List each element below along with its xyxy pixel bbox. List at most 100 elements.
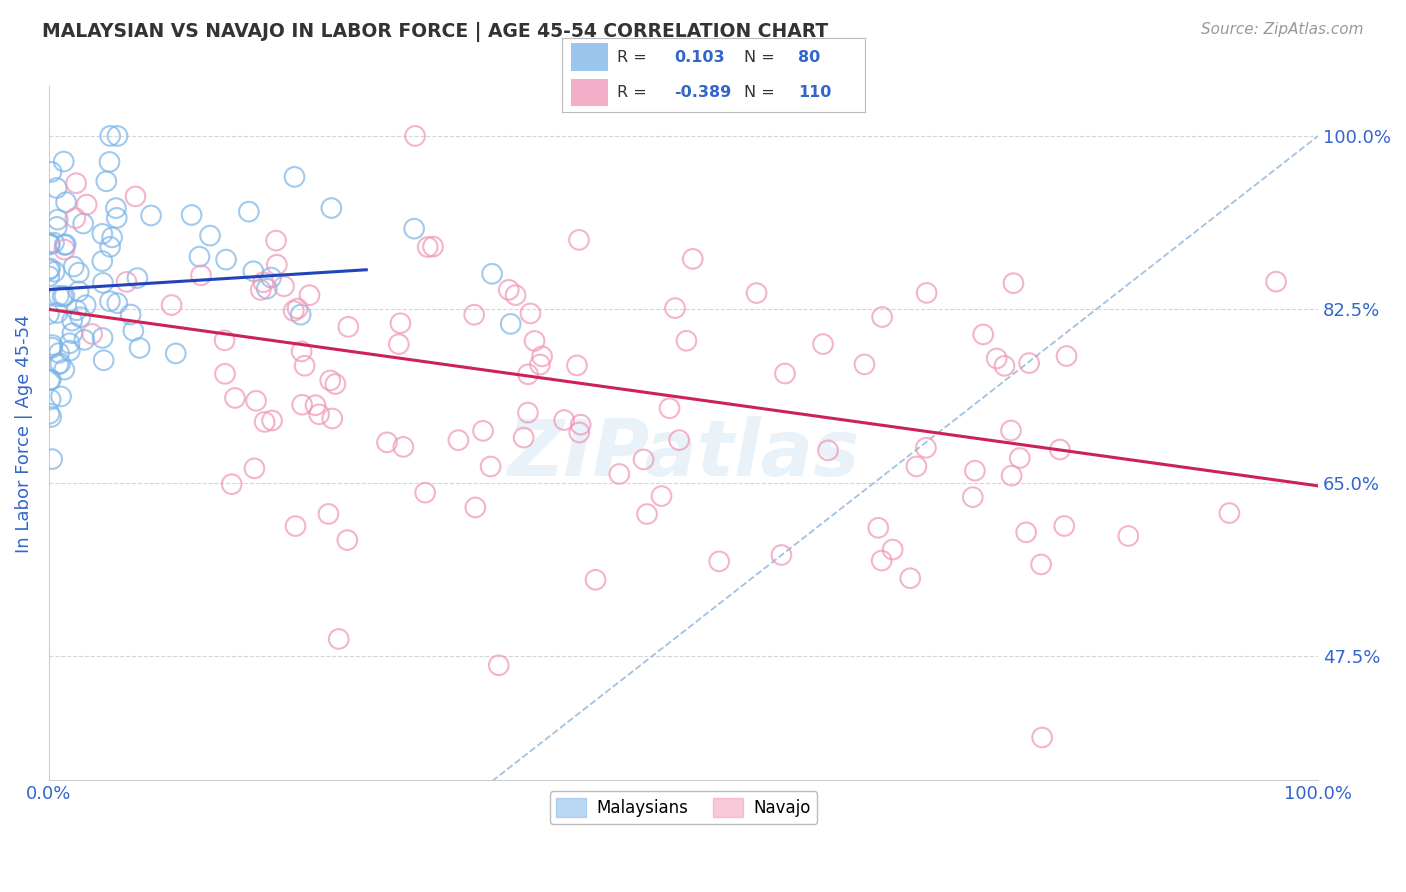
Point <box>516 405 538 419</box>
Point <box>388 337 411 351</box>
Point <box>1056 349 1078 363</box>
Text: 80: 80 <box>799 50 821 65</box>
Point <box>72 217 94 231</box>
Point <box>481 267 503 281</box>
Text: ZIPatlas: ZIPatlas <box>508 417 859 492</box>
Point <box>48 289 70 303</box>
Point <box>499 317 522 331</box>
Point <box>422 239 444 253</box>
Point <box>104 201 127 215</box>
Text: N =: N = <box>744 50 775 65</box>
Text: 110: 110 <box>799 85 831 100</box>
Point <box>260 413 283 427</box>
Point <box>416 240 439 254</box>
Point <box>98 294 121 309</box>
Point <box>139 209 162 223</box>
Point <box>38 236 60 251</box>
Y-axis label: In Labor Force | Age 45-54: In Labor Force | Age 45-54 <box>15 314 32 553</box>
Point <box>98 128 121 143</box>
Point <box>188 250 211 264</box>
Point <box>38 373 60 387</box>
Point <box>75 298 97 312</box>
Point <box>39 392 62 407</box>
Point <box>49 389 72 403</box>
Point <box>180 208 202 222</box>
Point <box>214 334 236 348</box>
Point <box>472 424 495 438</box>
Point <box>256 282 278 296</box>
Point <box>49 356 72 370</box>
Point <box>337 319 360 334</box>
Point <box>73 333 96 347</box>
Point <box>404 128 426 143</box>
Point <box>53 362 76 376</box>
Text: R =: R = <box>617 50 647 65</box>
Point <box>58 336 80 351</box>
Point <box>48 346 70 360</box>
Point <box>553 413 575 427</box>
Point <box>523 334 546 348</box>
Point <box>1218 506 1240 520</box>
Text: N =: N = <box>744 85 775 100</box>
Point <box>91 276 114 290</box>
Point <box>93 353 115 368</box>
Point <box>41 452 63 467</box>
Point <box>709 554 731 568</box>
Point <box>633 452 655 467</box>
Point <box>52 154 75 169</box>
Point <box>198 228 221 243</box>
Point <box>60 326 83 341</box>
Point <box>745 286 768 301</box>
Point <box>41 338 63 352</box>
Point <box>38 237 60 252</box>
Point <box>770 548 793 562</box>
Point <box>221 477 243 491</box>
Point <box>1000 468 1022 483</box>
Point <box>404 221 426 235</box>
Point <box>870 310 893 324</box>
Point <box>243 461 266 475</box>
Point <box>266 258 288 272</box>
Point <box>882 542 904 557</box>
Point <box>291 344 314 359</box>
Point <box>321 411 343 425</box>
Point <box>773 367 796 381</box>
Point <box>127 271 149 285</box>
Text: Source: ZipAtlas.com: Source: ZipAtlas.com <box>1201 22 1364 37</box>
Point <box>39 373 62 387</box>
Point <box>963 464 986 478</box>
Point <box>55 237 77 252</box>
Point <box>1000 424 1022 438</box>
Point <box>321 201 343 215</box>
Point <box>529 358 551 372</box>
Point <box>650 489 672 503</box>
Point <box>45 219 67 234</box>
Point <box>585 573 607 587</box>
Point <box>38 269 60 284</box>
Point <box>122 324 145 338</box>
Point <box>53 289 76 303</box>
Point <box>53 243 76 257</box>
Point <box>46 358 69 372</box>
Point <box>389 316 412 330</box>
Point <box>214 367 236 381</box>
Point <box>41 165 63 179</box>
Point <box>531 350 554 364</box>
Point <box>328 632 350 646</box>
Point <box>38 407 60 421</box>
Point <box>464 500 486 515</box>
Point <box>69 310 91 325</box>
Point <box>308 407 330 421</box>
Point <box>915 441 938 455</box>
Text: R =: R = <box>617 85 647 100</box>
Point <box>260 270 283 285</box>
Point <box>479 459 502 474</box>
Point <box>53 238 76 252</box>
Point <box>91 331 114 345</box>
Point <box>105 211 128 225</box>
Point <box>870 553 893 567</box>
Point <box>488 658 510 673</box>
Point <box>853 358 876 372</box>
Point <box>986 351 1008 366</box>
Point <box>811 337 834 351</box>
